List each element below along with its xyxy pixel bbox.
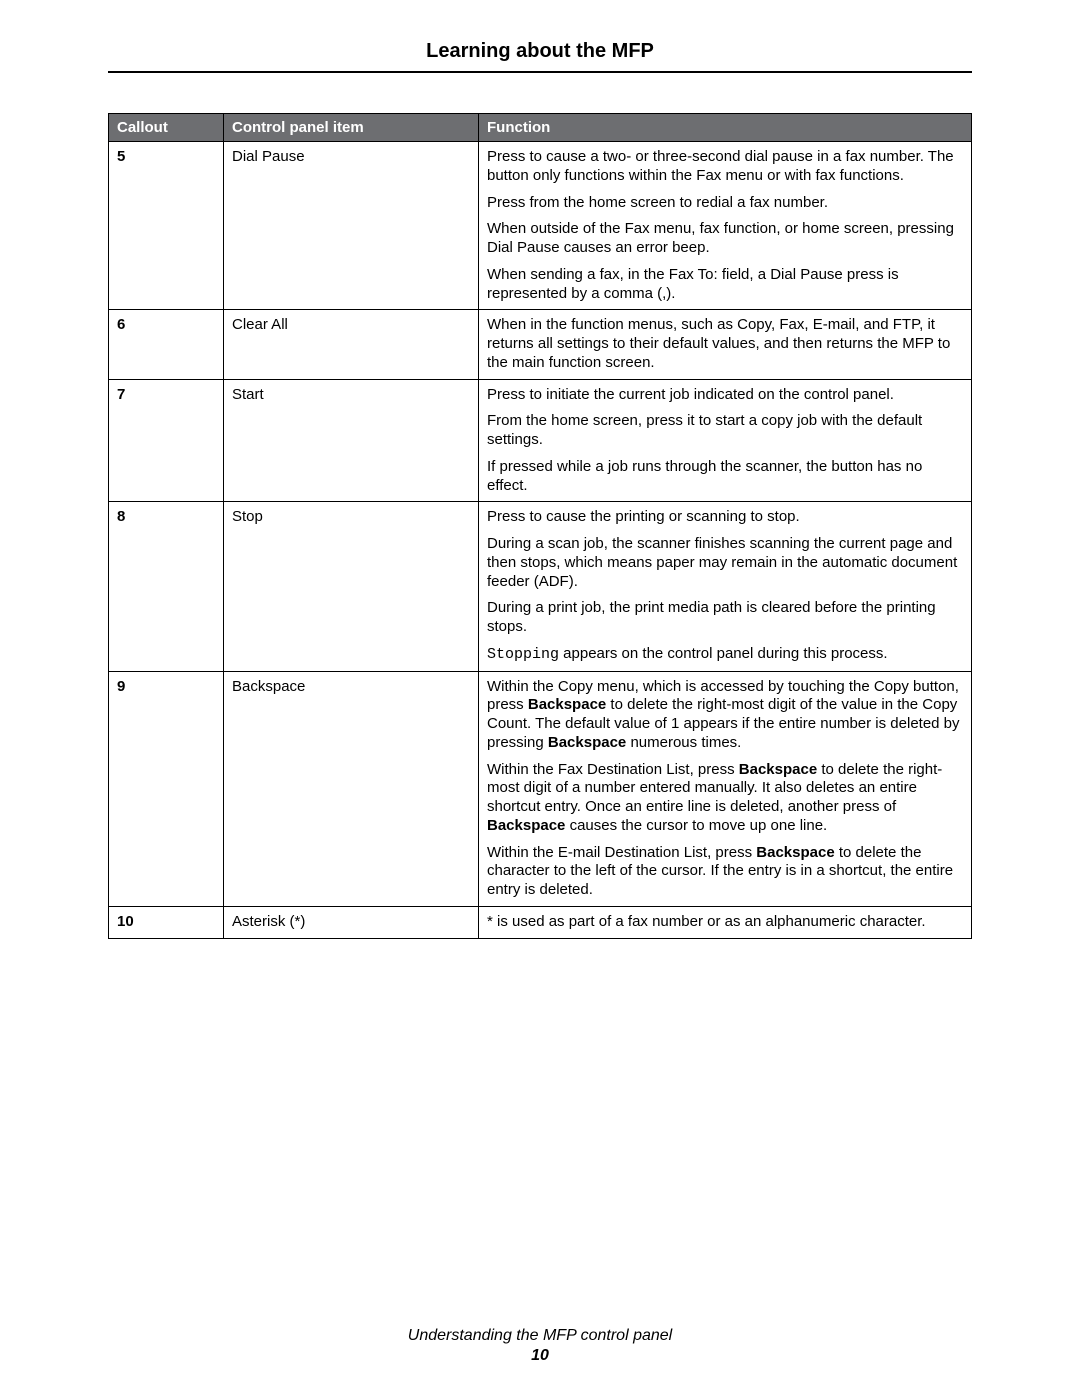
cell-item: Stop: [224, 502, 479, 671]
text-run: Backspace: [756, 844, 834, 861]
text-run: appears on the control panel during this…: [559, 645, 888, 662]
text-run: Backspace: [528, 696, 606, 713]
text-run: When in the function menus, such as Copy…: [487, 316, 950, 371]
function-paragraph: During a scan job, the scanner finishes …: [487, 535, 963, 591]
title-rule: [108, 71, 972, 73]
text-run: * is used as part of a fax number or as …: [487, 913, 926, 930]
col-header-callout: Callout: [109, 114, 224, 142]
function-paragraph: From the home screen, press it to start …: [487, 412, 963, 450]
function-paragraph: Press to initiate the current job indica…: [487, 386, 963, 405]
function-paragraph: Within the Copy menu, which is accessed …: [487, 678, 963, 753]
cell-function: * is used as part of a fax number or as …: [479, 906, 972, 938]
text-run: Backspace: [487, 817, 565, 834]
cell-callout: 7: [109, 379, 224, 502]
text-run: During a scan job, the scanner finishes …: [487, 535, 957, 590]
page: Learning about the MFP Callout Control p…: [0, 0, 1080, 1397]
text-run: Press to cause the printing or scanning …: [487, 508, 800, 525]
table-row: 8Stop Press to cause the printing or scan…: [109, 502, 972, 671]
footer-section: Understanding the MFP control panel: [0, 1327, 1080, 1345]
text-run: Stopping: [487, 646, 559, 663]
text-run: If pressed while a job runs through the …: [487, 458, 922, 494]
cell-function: When in the function menus, such as Copy…: [479, 310, 972, 379]
cell-item: Backspace: [224, 671, 479, 906]
text-run: When outside of the Fax menu, fax functi…: [487, 220, 954, 256]
text-run: Press from the home screen to redial a f…: [487, 194, 828, 211]
cell-item: Dial Pause: [224, 142, 479, 310]
function-paragraph: During a print job, the print media path…: [487, 599, 963, 637]
function-paragraph: * is used as part of a fax number or as …: [487, 913, 963, 932]
table-row: 10Asterisk (*) * is used as part of a fax…: [109, 906, 972, 938]
text-run: Press to cause a two- or three-second di…: [487, 148, 954, 184]
function-paragraph: When in the function menus, such as Copy…: [487, 316, 963, 372]
cell-callout: 8: [109, 502, 224, 671]
cell-function: Press to cause the printing or scanning …: [479, 502, 972, 671]
text-run: When sending a fax, in the Fax To: field…: [487, 266, 899, 302]
function-paragraph: When sending a fax, in the Fax To: field…: [487, 266, 963, 304]
cell-function: Press to cause a two- or three-second di…: [479, 142, 972, 310]
function-paragraph: Stopping appears on the control panel du…: [487, 645, 963, 665]
table-header-row: Callout Control panel item Function: [109, 114, 972, 142]
cell-callout: 10: [109, 906, 224, 938]
page-title: Learning about the MFP: [108, 40, 972, 63]
text-run: From the home screen, press it to start …: [487, 412, 922, 448]
function-paragraph: Within the Fax Destination List, press B…: [487, 761, 963, 836]
text-run: Backspace: [548, 734, 626, 751]
function-paragraph: Press to cause a two- or three-second di…: [487, 148, 963, 186]
function-paragraph: Press from the home screen to redial a f…: [487, 194, 963, 213]
text-run: During a print job, the print media path…: [487, 599, 936, 635]
function-paragraph: Press to cause the printing or scanning …: [487, 508, 963, 527]
control-panel-table: Callout Control panel item Function 5Dia…: [108, 113, 972, 939]
function-paragraph: If pressed while a job runs through the …: [487, 458, 963, 496]
cell-item: Start: [224, 379, 479, 502]
cell-item: Asterisk (*): [224, 906, 479, 938]
col-header-item: Control panel item: [224, 114, 479, 142]
table-row: 9BackspaceWithin the Copy menu, which is…: [109, 671, 972, 906]
cell-function: Within the Copy menu, which is accessed …: [479, 671, 972, 906]
cell-function: Press to initiate the current job indica…: [479, 379, 972, 502]
text-run: numerous times.: [626, 734, 741, 751]
cell-callout: 5: [109, 142, 224, 310]
text-run: causes the cursor to move up one line.: [565, 817, 827, 834]
function-paragraph: When outside of the Fax menu, fax functi…: [487, 220, 963, 258]
text-run: Within the Fax Destination List, press: [487, 761, 739, 778]
page-footer: Understanding the MFP control panel 10: [0, 1327, 1080, 1365]
text-run: Press to initiate the current job indica…: [487, 386, 894, 403]
table-row: 7Start Press to initiate the current job …: [109, 379, 972, 502]
cell-item: Clear All: [224, 310, 479, 379]
function-paragraph: Within the E-mail Destination List, pres…: [487, 844, 963, 900]
footer-page-number: 10: [0, 1347, 1080, 1365]
cell-callout: 9: [109, 671, 224, 906]
table-row: 6Clear AllWhen in the function menus, su…: [109, 310, 972, 379]
text-run: Within the E-mail Destination List, pres…: [487, 844, 756, 861]
col-header-function: Function: [479, 114, 972, 142]
cell-callout: 6: [109, 310, 224, 379]
text-run: Backspace: [739, 761, 817, 778]
table-row: 5Dial PausePress to cause a two- or thre…: [109, 142, 972, 310]
